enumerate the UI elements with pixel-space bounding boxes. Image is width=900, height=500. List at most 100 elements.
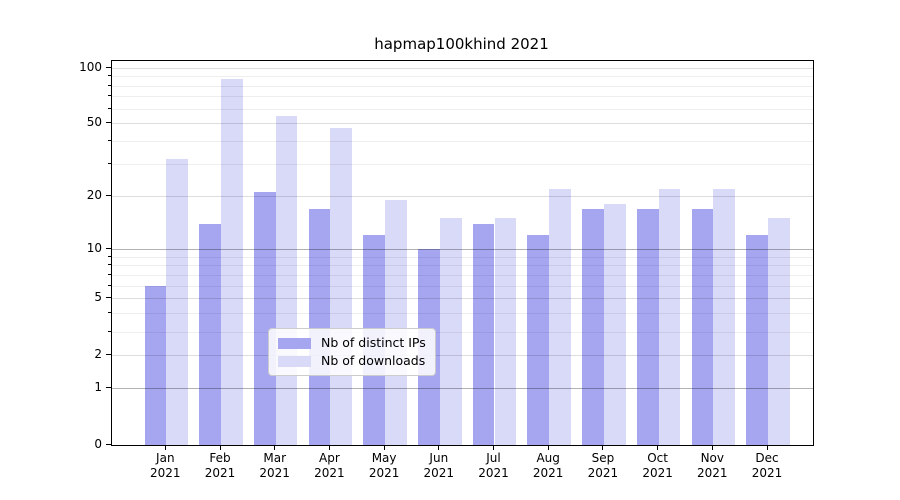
major-gridline [112, 67, 813, 69]
y-axis-tick-label: 100 [79, 59, 102, 74]
bar-distinct-ips-dec [746, 235, 768, 445]
y-axis-minor-tick-mark [108, 330, 111, 332]
bar-downloads-dec [768, 218, 790, 445]
minor-gridline [112, 96, 813, 98]
minor-gridline [112, 76, 813, 78]
y-axis-tick-label: 0 [94, 437, 102, 451]
x-axis-tick-mark [657, 445, 659, 450]
bar-downloads-may [385, 199, 407, 445]
minor-gridline [112, 285, 813, 287]
y-axis-tick-label: 5 [94, 290, 102, 305]
x-axis-tick-mark [547, 445, 549, 450]
y-axis-minor-tick-mark [108, 284, 111, 286]
x-axis-tick-mark [274, 445, 276, 450]
major-gridline [112, 248, 813, 250]
major-gridline [112, 355, 813, 357]
y-axis-tick-label: 2 [94, 347, 102, 362]
major-gridline [112, 298, 813, 300]
y-axis-minor-tick-mark [108, 312, 111, 314]
bar-distinct-ips-jul [472, 223, 495, 445]
x-axis-tick-label: Dec 2021 [751, 451, 783, 480]
x-axis-tick-mark [328, 445, 330, 450]
x-axis-tick-label: Oct 2021 [642, 451, 673, 480]
y-axis-tick-mark [106, 387, 111, 389]
minor-gridline [112, 108, 813, 110]
minor-gridline [112, 164, 813, 166]
chart-title: hapmap100khind 2021 [374, 35, 549, 53]
x-axis-tick-label: Jan 2021 [150, 451, 181, 480]
y-axis-minor-tick-mark [108, 95, 111, 97]
bar-downloads-nov [713, 188, 736, 445]
minor-gridline [112, 331, 813, 333]
y-axis-tick-label: 10 [86, 240, 102, 255]
bar-distinct-ips-apr [308, 208, 331, 445]
x-axis-tick-label: Mar 2021 [259, 451, 290, 480]
y-axis-tick-mark [106, 354, 111, 356]
bar-distinct-ips-mar [253, 192, 276, 445]
x-axis-tick-label: Sep 2021 [587, 451, 619, 480]
x-axis-tick-label: Jun 2021 [423, 451, 455, 480]
y-axis-minor-tick-mark [108, 140, 111, 142]
y-axis-minor-tick-mark [108, 84, 111, 86]
y-axis-tick-mark [106, 194, 111, 196]
x-axis-tick-label: Aug 2021 [532, 451, 564, 480]
bar-distinct-ips-jan [144, 285, 167, 445]
major-gridline [112, 123, 813, 125]
minor-gridline [112, 313, 813, 315]
x-axis-tick-mark [383, 445, 385, 450]
x-axis-tick-mark [164, 445, 166, 450]
bar-downloads-mar [275, 115, 298, 445]
legend-label: Nb of distinct IPs [321, 335, 426, 350]
x-axis-tick-mark [602, 445, 604, 450]
y-axis-tick-mark [106, 66, 111, 68]
y-axis-minor-tick-mark [108, 273, 111, 275]
bar-distinct-ips-feb [199, 223, 221, 445]
x-axis-tick-mark [493, 445, 494, 450]
y-axis-tick-mark [106, 297, 111, 299]
y-axis-tick-label: 20 [86, 187, 102, 202]
legend-item: Nb of downloads [278, 354, 426, 368]
legend-swatch-downloads [278, 355, 311, 367]
y-axis-minor-tick-mark [108, 107, 111, 109]
y-axis-minor-tick-mark [108, 264, 111, 266]
x-axis-tick-mark [219, 445, 221, 450]
x-axis-tick-label: Apr 2021 [314, 451, 345, 480]
legend-swatch-distinct-ips [278, 337, 311, 349]
y-axis-tick-mark [106, 444, 111, 445]
bar-distinct-ips-nov [691, 208, 714, 445]
major-gridline [112, 388, 813, 390]
minor-gridline [112, 265, 813, 267]
y-axis-tick-label: 1 [94, 380, 102, 395]
minor-gridline [112, 274, 813, 276]
minor-gridline [112, 85, 813, 87]
x-axis-tick-mark [438, 445, 440, 450]
bar-distinct-ips-oct [636, 208, 659, 445]
bar-downloads-aug [549, 188, 571, 445]
x-axis-tick-mark [766, 445, 768, 450]
y-axis-minor-tick-mark [108, 255, 111, 257]
x-axis-tick-label: Feb 2021 [204, 451, 236, 480]
plot-area [111, 60, 814, 446]
bar-downloads-sep [603, 204, 626, 445]
legend: Nb of distinct IPs Nb of downloads [268, 328, 436, 376]
bar-downloads-jul [494, 218, 517, 445]
x-axis-tick-label: Nov 2021 [697, 451, 728, 480]
x-axis-tick-mark [711, 445, 713, 450]
legend-item: Nb of distinct IPs [278, 336, 426, 350]
bar-downloads-jun [439, 218, 462, 445]
bar-distinct-ips-sep [582, 208, 604, 445]
minor-gridline [112, 141, 813, 143]
bar-downloads-feb [221, 78, 243, 445]
y-axis-tick-mark [106, 247, 111, 249]
bar-distinct-ips-aug [527, 235, 550, 445]
y-axis-tick-mark [106, 122, 111, 124]
x-axis-tick-label: May 2021 [368, 451, 400, 480]
minor-gridline [112, 256, 813, 258]
bar-downloads-oct [658, 188, 681, 445]
bar-downloads-jan [166, 159, 189, 445]
y-axis-minor-tick-mark [108, 163, 111, 165]
y-axis-minor-tick-mark [108, 75, 111, 77]
y-axis-tick-label: 50 [86, 115, 102, 130]
legend-label: Nb of downloads [321, 353, 426, 368]
